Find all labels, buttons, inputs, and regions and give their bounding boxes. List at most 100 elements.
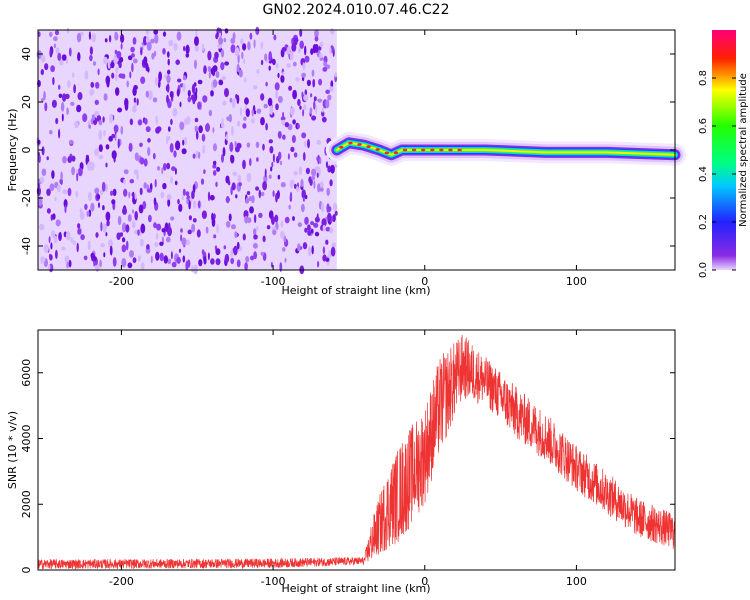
noise-blob: [313, 180, 316, 189]
noise-blob: [37, 196, 43, 207]
noise-blob: [284, 122, 289, 128]
noise-blob: [140, 223, 146, 234]
colorbar-ticks: 0.0 0.2 0.4 0.6 0.8: [698, 70, 736, 278]
noise-blob: [129, 118, 134, 126]
noise-blob: [334, 71, 337, 78]
noise-blob: [325, 161, 329, 169]
noise-blob: [244, 77, 247, 83]
noise-blob: [223, 37, 227, 43]
noise-blob: [222, 147, 226, 157]
noise-blob: [213, 234, 217, 239]
noise-blob: [172, 108, 178, 117]
noise-blob: [103, 252, 106, 258]
noise-blob: [230, 154, 235, 164]
noise-blob: [201, 133, 206, 142]
noise-blob: [192, 218, 197, 223]
noise-blob: [170, 251, 173, 260]
noise-blob: [231, 125, 234, 136]
noise-blob: [266, 225, 271, 230]
noise-blob: [60, 171, 63, 181]
noise-blob: [155, 232, 159, 240]
colorbar-tick-label: 0.4: [698, 166, 709, 182]
noise-blob: [100, 243, 105, 248]
noise-blob: [218, 37, 224, 45]
noise-blob: [165, 85, 169, 92]
noise-blob: [77, 52, 81, 62]
noise-blob: [268, 174, 272, 179]
noise-blob: [123, 178, 126, 185]
noise-blob: [326, 203, 330, 214]
noise-blob: [38, 31, 41, 37]
noise-blob: [331, 242, 337, 248]
noise-blob: [139, 142, 143, 147]
noise-blob: [225, 221, 231, 228]
noise-blob: [207, 50, 212, 61]
noise-blob: [297, 222, 303, 228]
noise-blob: [112, 188, 117, 197]
noise-blob: [127, 262, 133, 269]
noise-blob: [263, 103, 268, 109]
noise-blob: [310, 48, 314, 55]
noise-blob: [194, 117, 199, 123]
noise-blob: [166, 94, 169, 104]
noise-blob: [232, 171, 238, 176]
signal-peak: [430, 148, 435, 152]
noise-blob: [143, 158, 148, 167]
noise-blob: [133, 97, 137, 103]
noise-blob: [191, 223, 196, 233]
noise-blob: [137, 229, 140, 236]
noise-blob: [156, 223, 162, 231]
noise-blob: [121, 244, 127, 253]
noise-blob: [40, 54, 46, 63]
noise-blob: [64, 255, 70, 264]
noise-blob: [200, 178, 205, 185]
noise-blob: [215, 181, 218, 187]
spectrogram-signal-track: [325, 131, 686, 166]
noise-blob: [195, 150, 199, 159]
noise-blob: [87, 161, 93, 171]
noise-blob: [243, 116, 247, 121]
noise-blob: [197, 200, 201, 209]
noise-blob: [234, 141, 237, 148]
noise-blob: [260, 251, 265, 256]
noise-blob: [65, 59, 69, 64]
noise-blob: [56, 184, 61, 193]
noise-blob: [105, 232, 108, 237]
noise-blob: [293, 37, 299, 43]
noise-blob: [170, 176, 173, 184]
noise-blob: [129, 250, 134, 258]
noise-blob: [310, 228, 314, 234]
noise-blob: [162, 163, 167, 171]
noise-blob: [40, 256, 46, 263]
noise-blob: [145, 90, 149, 98]
noise-blob: [178, 203, 183, 212]
noise-blob: [242, 159, 246, 170]
noise-blob: [46, 188, 51, 196]
noise-blob: [314, 166, 319, 171]
noise-blob: [314, 36, 319, 42]
noise-blob: [299, 28, 303, 37]
noise-blob: [318, 78, 323, 86]
noise-blob: [217, 27, 223, 34]
noise-blob: [260, 41, 264, 49]
noise-blob: [185, 239, 191, 246]
noise-blob: [299, 40, 305, 49]
noise-blob: [168, 39, 174, 47]
noise-blob: [117, 215, 122, 226]
snr-frame: [37, 329, 676, 571]
noise-blob: [133, 169, 139, 175]
noise-blob: [310, 221, 315, 226]
noise-blob: [307, 230, 312, 236]
noise-blob: [315, 105, 318, 115]
noise-blob: [142, 201, 147, 210]
noise-blob: [319, 187, 324, 192]
noise-blob: [278, 151, 282, 160]
noise-blob: [128, 191, 131, 199]
noise-blob: [281, 47, 287, 52]
noise-blob: [334, 210, 338, 216]
noise-blob: [51, 99, 57, 108]
noise-blob: [210, 258, 215, 265]
noise-blob: [77, 167, 83, 177]
